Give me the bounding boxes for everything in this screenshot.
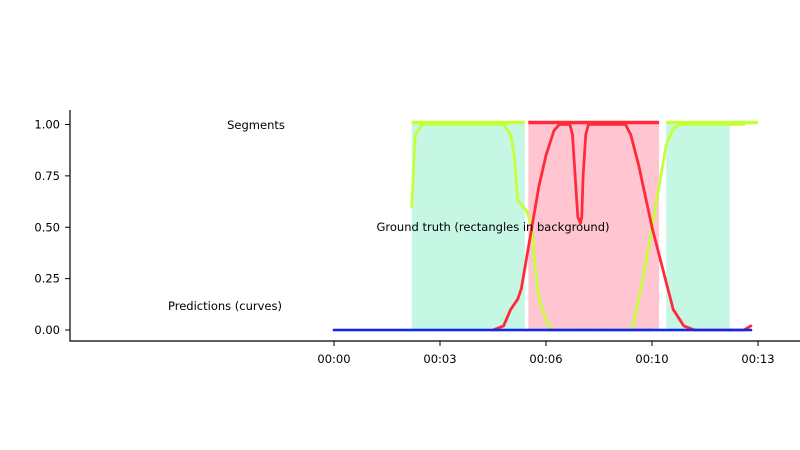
ground-truth-rect-3 xyxy=(666,121,730,331)
annotation-predictions: Predictions (curves) xyxy=(168,299,282,313)
x-tick-label: 00:06 xyxy=(529,352,562,366)
x-tick-label: 00:03 xyxy=(423,352,456,366)
prediction-point xyxy=(749,328,753,332)
y-tick-label: 0.75 xyxy=(34,169,60,183)
prediction-series-3 xyxy=(332,328,753,332)
x-tick-label: 00:10 xyxy=(635,352,668,366)
y-tick-label: 0.50 xyxy=(34,220,60,234)
y-tick-label: 0.00 xyxy=(34,323,60,337)
annotation-ground-truth: Ground truth (rectangles in background) xyxy=(377,220,610,234)
annotation-segments: Segments xyxy=(227,118,285,132)
ground-truth-rect-1 xyxy=(411,121,525,331)
y-tick-label: 1.00 xyxy=(34,118,60,132)
prediction-series-2 xyxy=(491,123,753,332)
x-axis-ticks: 00:00 00:03 00:06 00:10 00:13 xyxy=(317,341,775,366)
y-axis-ticks: 0.00 0.25 0.50 0.75 1.00 xyxy=(34,118,70,337)
axes-frame xyxy=(69,110,800,342)
y-tick-label: 0.25 xyxy=(34,272,60,286)
prediction-point xyxy=(749,324,753,328)
x-tick-label: 00:00 xyxy=(317,352,350,366)
x-tick-label: 00:13 xyxy=(741,352,774,366)
